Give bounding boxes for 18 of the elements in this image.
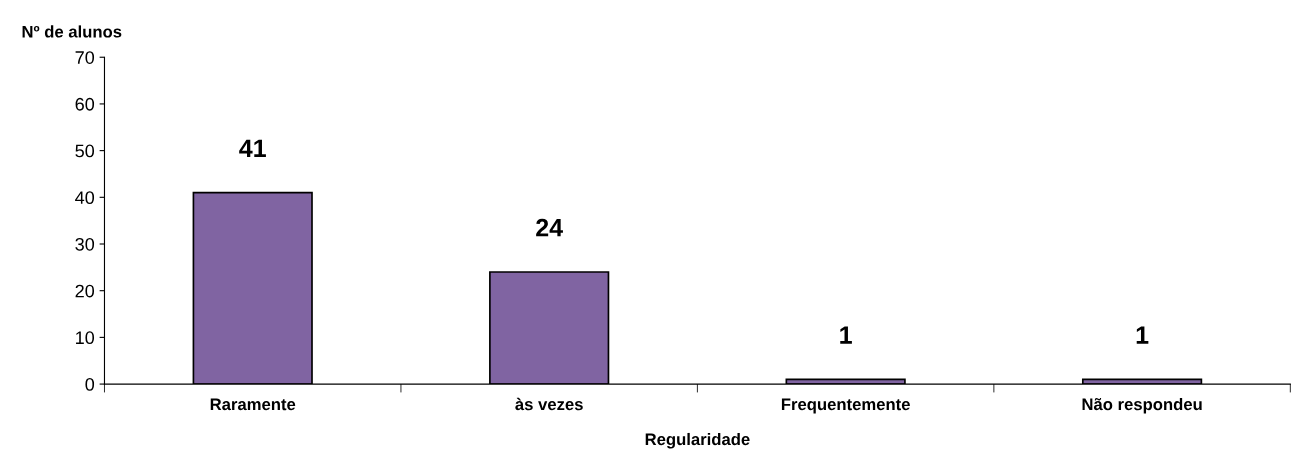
x-tick-label: Não respondeu (1082, 397, 1202, 414)
data-label: 41 (239, 139, 266, 157)
x-tick-label: Frequentemente (781, 398, 910, 414)
y-axis-title: Nº de alunos (22, 25, 122, 38)
x-tick-label: Raramente (210, 398, 296, 411)
y-tick-label: 60 (75, 97, 95, 111)
y-tick-label: 40 (75, 191, 95, 205)
y-tick-label: 20 (75, 284, 95, 298)
y-tick-label: 50 (75, 144, 95, 158)
y-tick-label: 30 (75, 237, 95, 251)
x-tick-label: às vezes (515, 397, 583, 411)
data-label: 24 (536, 218, 563, 237)
data-label: 1 (840, 326, 852, 344)
y-tick-label: 70 (75, 51, 95, 64)
x-axis-title: Regularidade (645, 432, 750, 449)
y-tick-label: 0 (85, 378, 95, 391)
y-tick-label: 10 (76, 331, 95, 345)
data-label: 1 (1136, 326, 1149, 344)
